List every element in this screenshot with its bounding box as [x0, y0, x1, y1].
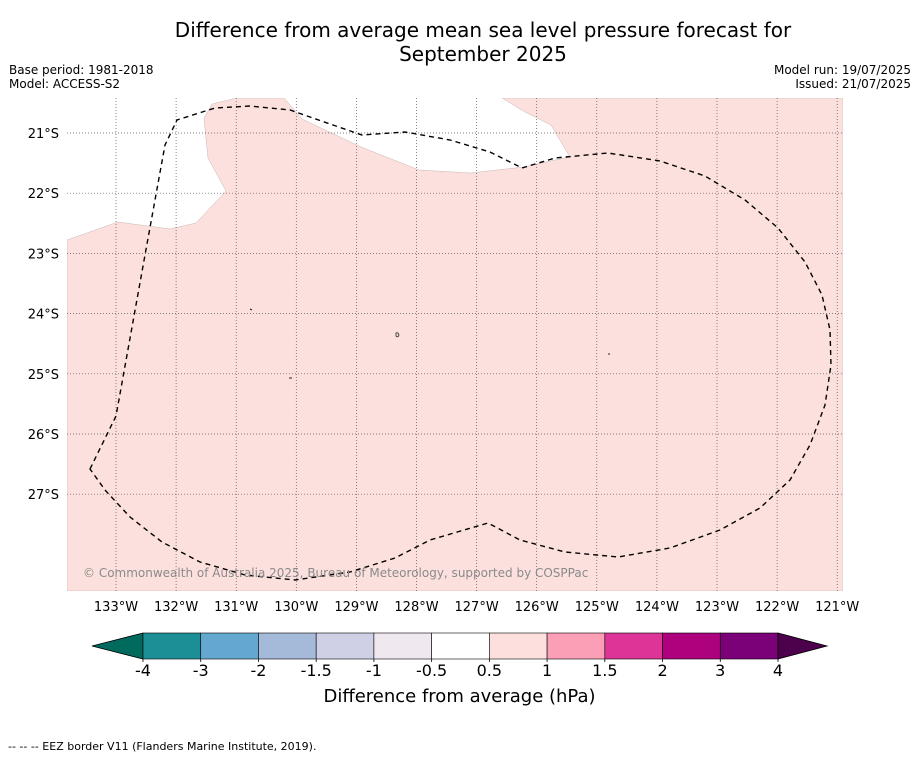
colorbar-label: Difference from average (hPa)	[323, 686, 596, 707]
colorbar-tick-label: -4	[135, 661, 151, 680]
colorbar-segment	[546, 632, 606, 660]
colorbar-tick-label: -2	[250, 661, 266, 680]
colorbar-segment	[719, 632, 779, 660]
colorbar-tick-label: 2	[657, 661, 667, 680]
lon-label: 122°W	[755, 600, 799, 615]
meta-left: Base period: 1981-2018 Model: ACCESS-S2	[9, 63, 154, 91]
colorbar: -4 -3 -2 -1.5 -1 -0.5 0.5 1 1.5 2 3 4	[91, 632, 829, 680]
chart-title: Difference from average mean sea level p…	[0, 18, 919, 66]
lon-label: 128°W	[394, 600, 438, 615]
longitude-labels: 133°W 132°W 131°W 130°W 129°W 128°W 127°W 126°W…	[94, 600, 860, 615]
lon-label: 131°W	[214, 600, 258, 615]
anomaly-fill	[67, 98, 843, 591]
issued-date: Issued: 21/07/2025	[795, 77, 911, 91]
lat-label: 27°S	[28, 488, 59, 503]
island-marker	[249, 308, 253, 311]
lat-label: 24°S	[28, 308, 59, 323]
colorbar-tick-label: 3	[715, 661, 725, 680]
graticule	[67, 98, 843, 591]
colorbar-segment	[489, 632, 548, 660]
colorbar-segment	[662, 632, 721, 660]
colorbar-over-arrow	[777, 632, 829, 660]
model-name: Model: ACCESS-S2	[9, 77, 121, 91]
colorbar-tick-label: 1	[542, 661, 552, 680]
copyright-notice: © Commonwealth of Australia 2025, Bureau…	[83, 566, 588, 580]
lon-label: 130°W	[274, 600, 318, 615]
lat-label: 21°S	[28, 127, 59, 142]
lon-label: 133°W	[94, 600, 138, 615]
eez-border	[89, 105, 832, 581]
colorbar-tick-label: -3	[193, 661, 209, 680]
lat-label: 26°S	[28, 428, 59, 443]
lon-label: 121°W	[815, 600, 859, 615]
latitude-labels: 21°S 22°S 23°S 24°S 25°S 26°S 27°S	[28, 127, 59, 503]
model-run: Model run: 19/07/2025	[773, 63, 911, 77]
lon-label: 124°W	[635, 600, 679, 615]
colorbar-tick-label: -0.5	[416, 661, 447, 680]
lon-label: 126°W	[515, 600, 559, 615]
base-period: Base period: 1981-2018	[9, 63, 154, 77]
lat-label: 25°S	[28, 368, 59, 383]
lon-label: 129°W	[334, 600, 378, 615]
colorbar-tick-label: 1.5	[592, 661, 617, 680]
colorbar-segment	[315, 632, 375, 660]
lon-label: 123°W	[695, 600, 739, 615]
colorbar-segment	[431, 632, 490, 660]
colorbar-segment	[604, 632, 663, 660]
meta-right: Model run: 19/07/2025 Issued: 21/07/2025	[774, 63, 911, 91]
colorbar-tick-label: 4	[773, 661, 783, 680]
colorbar-segment	[142, 632, 202, 660]
colorbar-tick-label: -1	[366, 661, 382, 680]
lat-label: 23°S	[28, 247, 59, 262]
title-line-1: Difference from average mean sea level p…	[174, 18, 792, 42]
colorbar-tick-label: 0.5	[477, 661, 502, 680]
colorbar-tick-label: -1.5	[301, 661, 332, 680]
island-marker	[395, 332, 400, 338]
lon-label: 127°W	[455, 600, 499, 615]
colorbar-segment	[373, 632, 432, 660]
colorbar-under-arrow	[91, 632, 144, 660]
colorbar-segment	[258, 632, 317, 660]
lat-label: 22°S	[28, 187, 59, 202]
lon-label: 132°W	[154, 600, 198, 615]
lon-label: 125°W	[575, 600, 619, 615]
title-line-2: September 2025	[399, 42, 567, 66]
eez-legend-note: -- -- -- EEZ border V11 (Flanders Marine…	[8, 740, 317, 753]
colorbar-segment	[200, 632, 259, 660]
